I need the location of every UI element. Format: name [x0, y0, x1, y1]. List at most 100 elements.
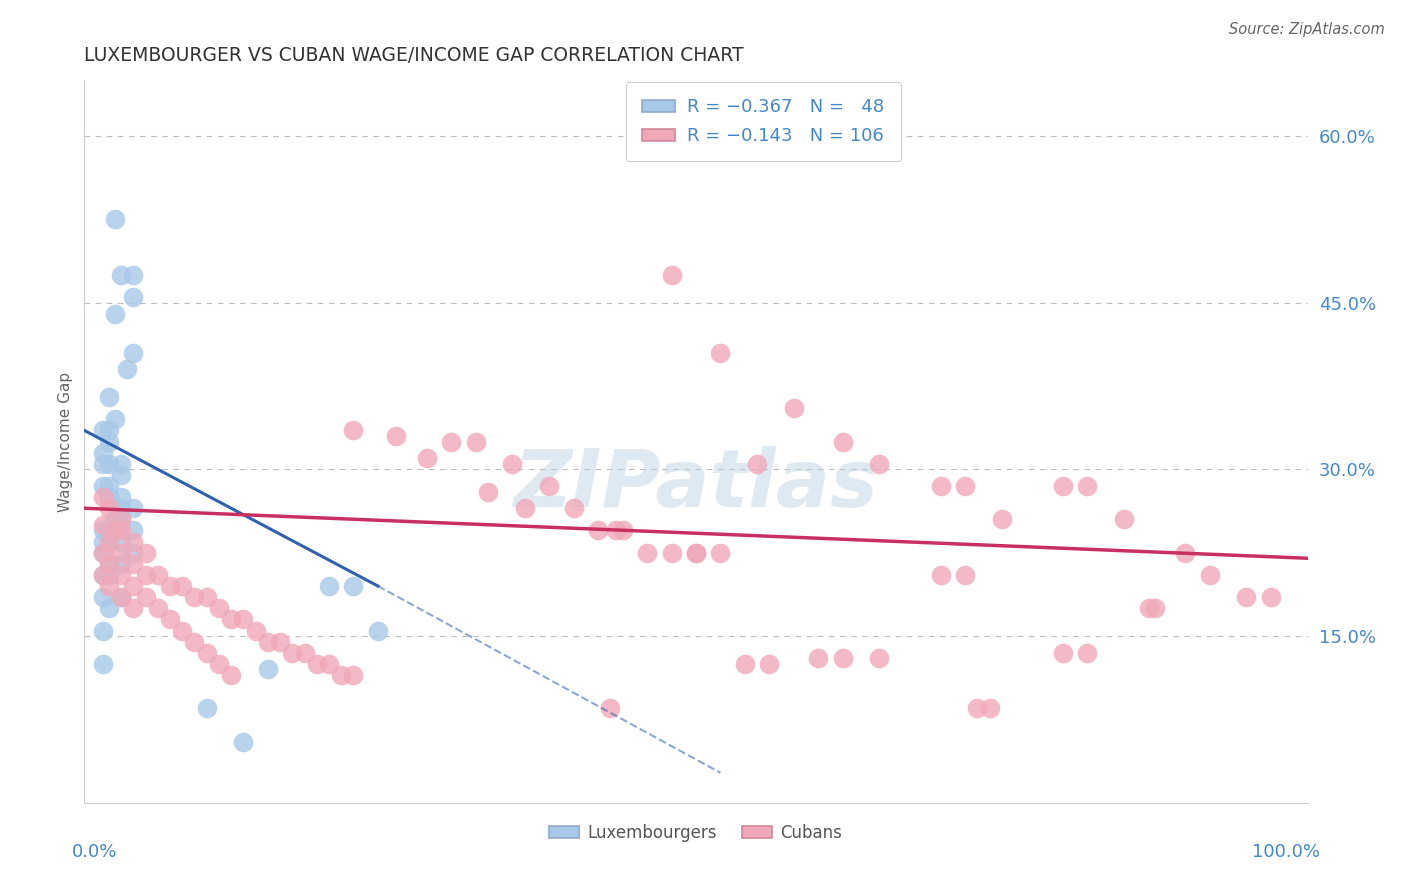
Point — [257, 662, 280, 676]
Point — [342, 579, 364, 593]
Point — [245, 624, 267, 638]
Point — [195, 590, 218, 604]
Point — [342, 424, 364, 438]
Point — [953, 479, 976, 493]
Point — [281, 646, 304, 660]
Point — [104, 512, 127, 526]
Point — [104, 412, 127, 426]
Point — [135, 590, 157, 604]
Point — [1052, 646, 1074, 660]
Point — [122, 534, 145, 549]
Point — [513, 501, 536, 516]
Point — [110, 490, 132, 504]
Text: 0.0%: 0.0% — [72, 843, 118, 861]
Point — [831, 651, 853, 665]
Point — [110, 524, 132, 538]
Point — [91, 546, 114, 560]
Point — [661, 268, 683, 282]
Point — [685, 546, 707, 560]
Point — [97, 579, 120, 593]
Point — [91, 445, 114, 459]
Point — [599, 701, 621, 715]
Point — [929, 479, 952, 493]
Legend: Luxembourgers, Cubans: Luxembourgers, Cubans — [543, 817, 849, 848]
Point — [464, 434, 486, 449]
Point — [91, 524, 114, 538]
Text: ZIPatlas: ZIPatlas — [513, 446, 879, 524]
Point — [183, 590, 205, 604]
Point — [219, 668, 242, 682]
Point — [91, 534, 114, 549]
Point — [685, 546, 707, 560]
Point — [91, 424, 114, 438]
Point — [305, 657, 328, 671]
Point — [367, 624, 389, 638]
Point — [440, 434, 463, 449]
Point — [122, 546, 145, 560]
Point — [208, 601, 231, 615]
Point — [110, 590, 132, 604]
Point — [709, 345, 731, 359]
Point — [1137, 601, 1160, 615]
Point — [97, 524, 120, 538]
Point — [183, 634, 205, 648]
Point — [538, 479, 561, 493]
Point — [97, 601, 120, 615]
Point — [110, 268, 132, 282]
Point — [146, 568, 169, 582]
Point — [758, 657, 780, 671]
Point — [747, 457, 769, 471]
Point — [122, 268, 145, 282]
Point — [219, 612, 242, 626]
Point — [97, 557, 120, 571]
Point — [562, 501, 585, 516]
Point — [91, 657, 114, 671]
Point — [636, 546, 658, 560]
Point — [172, 624, 194, 638]
Point — [110, 457, 132, 471]
Point — [232, 612, 254, 626]
Y-axis label: Wage/Income Gap: Wage/Income Gap — [58, 371, 73, 512]
Point — [97, 534, 120, 549]
Point — [869, 457, 891, 471]
Point — [502, 457, 524, 471]
Point — [1174, 546, 1197, 560]
Point — [1076, 646, 1098, 660]
Point — [1260, 590, 1282, 604]
Point — [91, 568, 114, 582]
Point — [97, 501, 120, 516]
Point — [929, 568, 952, 582]
Point — [869, 651, 891, 665]
Point — [122, 601, 145, 615]
Point — [110, 534, 132, 549]
Point — [195, 701, 218, 715]
Point — [159, 579, 181, 593]
Text: Source: ZipAtlas.com: Source: ZipAtlas.com — [1229, 22, 1385, 37]
Point — [1052, 479, 1074, 493]
Point — [979, 701, 1001, 715]
Point — [991, 512, 1014, 526]
Point — [122, 524, 145, 538]
Point — [110, 568, 132, 582]
Point — [294, 646, 316, 660]
Point — [605, 524, 627, 538]
Point — [97, 568, 120, 582]
Point — [318, 579, 340, 593]
Text: 100.0%: 100.0% — [1251, 843, 1320, 861]
Point — [953, 568, 976, 582]
Point — [385, 429, 408, 443]
Point — [1114, 512, 1136, 526]
Point — [97, 490, 120, 504]
Point — [1198, 568, 1220, 582]
Point — [232, 734, 254, 748]
Point — [104, 524, 127, 538]
Point — [586, 524, 609, 538]
Point — [97, 557, 120, 571]
Point — [831, 434, 853, 449]
Point — [122, 579, 145, 593]
Point — [97, 457, 120, 471]
Point — [734, 657, 756, 671]
Text: LUXEMBOURGER VS CUBAN WAGE/INCOME GAP CORRELATION CHART: LUXEMBOURGER VS CUBAN WAGE/INCOME GAP CO… — [84, 45, 744, 65]
Point — [110, 590, 132, 604]
Point — [661, 546, 683, 560]
